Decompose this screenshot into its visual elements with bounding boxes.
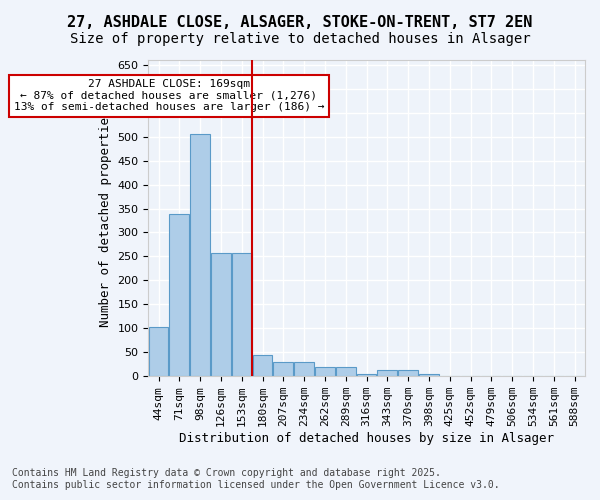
Bar [211, 252, 231, 376]
Bar [232, 252, 251, 376]
Text: Contains HM Land Registry data © Crown copyright and database right 2025.
Contai: Contains HM Land Registry data © Crown c… [12, 468, 500, 490]
Bar [294, 362, 314, 376]
Text: Size of property relative to detached houses in Alsager: Size of property relative to detached ho… [70, 32, 530, 46]
Y-axis label: Number of detached properties: Number of detached properties [99, 110, 112, 327]
Bar [190, 134, 210, 376]
Bar [315, 366, 335, 376]
Bar [398, 370, 418, 376]
Bar [356, 374, 376, 376]
Bar [169, 214, 189, 376]
Bar [274, 362, 293, 376]
Text: 27, ASHDALE CLOSE, ALSAGER, STOKE-ON-TRENT, ST7 2EN: 27, ASHDALE CLOSE, ALSAGER, STOKE-ON-TRE… [67, 15, 533, 30]
Bar [377, 370, 397, 376]
Bar [149, 327, 169, 376]
Bar [336, 366, 356, 376]
Bar [419, 374, 439, 376]
X-axis label: Distribution of detached houses by size in Alsager: Distribution of detached houses by size … [179, 432, 554, 445]
Bar [253, 354, 272, 376]
Text: 27 ASHDALE CLOSE: 169sqm
← 87% of detached houses are smaller (1,276)
13% of sem: 27 ASHDALE CLOSE: 169sqm ← 87% of detach… [14, 79, 324, 112]
